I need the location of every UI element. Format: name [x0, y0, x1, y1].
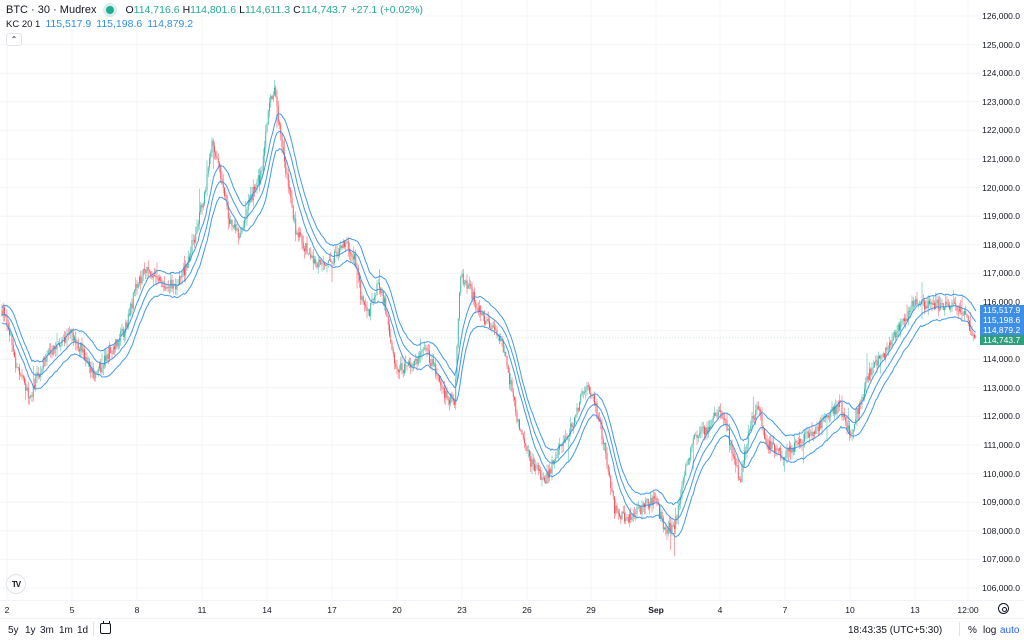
time-axis[interactable]: 2 5 8 11 14 17 20 23 26 29 Sep 4 7 10 13 12:00 [0, 600, 1024, 618]
time-tick: 5 [69, 605, 75, 615]
time-tick: 14 [262, 605, 272, 615]
candles [1, 80, 977, 557]
calendar-goto-icon[interactable] [100, 621, 111, 634]
close-label: C [293, 4, 301, 16]
range-3m-button[interactable]: 3m [40, 625, 54, 636]
price-tick: 107,000.0 [982, 554, 1020, 565]
kc-middle-band [1, 130, 977, 521]
collapse-legend-button[interactable]: ⌃ [6, 33, 22, 46]
timezone-clock[interactable]: 18:43:35 (UTC+5:30) [848, 625, 943, 636]
time-tick: 17 [327, 605, 337, 615]
price-tick: 125,000.0 [982, 39, 1020, 50]
price-tick: 120,000.0 [982, 182, 1020, 193]
price-tick: 117,000.0 [982, 268, 1020, 279]
range-1y-button[interactable]: 1y [25, 625, 36, 636]
middle-price-label: 115,198.6 [980, 315, 1024, 325]
price-tick: 106,000.0 [982, 583, 1020, 593]
high-label: H [182, 4, 191, 16]
time-tick: 10 [845, 605, 855, 615]
price-tick: 126,000.0 [982, 11, 1020, 21]
tradingview-logo[interactable]: TV [6, 574, 26, 594]
low-label: L [239, 4, 245, 16]
last-price-label: 114,743.7 [980, 335, 1024, 345]
price-tick: 118,000.0 [982, 239, 1020, 250]
time-tick: 7 [782, 605, 788, 615]
indicator-row[interactable]: KC 20 1 115,517.9 115,198.6 114,879.2 [6, 17, 423, 31]
time-tick: Sep [648, 605, 664, 615]
range-1d-button[interactable]: 1d [77, 625, 89, 636]
price-tick: 110,000.0 [982, 468, 1020, 479]
range-5y-button[interactable]: 5y [8, 625, 19, 636]
open-label: O [125, 4, 134, 16]
time-tick: 26 [522, 605, 532, 615]
chart-legend: BTC · 30 · Mudrex O 114,716.6 H 114,801.… [6, 3, 423, 46]
time-tick: 2 [4, 605, 10, 615]
price-tick: 122,000.0 [982, 125, 1020, 136]
price-tick: 112,000.0 [982, 411, 1020, 422]
time-tick: 12:00 [957, 605, 979, 615]
log-scale-button[interactable]: log [983, 625, 997, 636]
price-axis[interactable]: 126,000.0 125,000.0 124,000.0 123,000.0 122,… [980, 0, 1024, 600]
time-tick: 29 [586, 605, 596, 615]
range-1m-button[interactable]: 1m [59, 625, 73, 636]
price-tick: 114,000.0 [982, 354, 1020, 365]
bottom-toolbar: 5y 1y 3m 1m 1d 18:43:35 (UTC+5:30) % log… [0, 618, 1024, 640]
kc-upper-band [1, 113, 977, 506]
chevron-up-icon: ⌃ [10, 35, 18, 44]
price-tick: 116,000.0 [982, 297, 1020, 307]
upper-price-label: 115,517.9 [980, 305, 1024, 315]
change-value: +27.1 (+0.02%) [350, 4, 424, 16]
close-value: 114,743.7 [300, 4, 347, 16]
lower-price-label: 114,879.2 [980, 325, 1024, 335]
chart-settings-icon[interactable] [998, 603, 1009, 614]
symbol-title[interactable]: BTC · 30 · Mudrex [6, 4, 97, 16]
indicator-name[interactable]: KC 20 1 [6, 18, 41, 30]
time-tick: 13 [910, 605, 920, 615]
price-tick: 113,000.0 [982, 382, 1020, 393]
price-tick: 111,000.0 [983, 440, 1020, 450]
price-tick: 121,000.0 [982, 154, 1020, 164]
divider [959, 622, 960, 636]
price-tick: 124,000.0 [982, 68, 1020, 79]
market-status-icon [106, 6, 115, 14]
high-value: 114,801.6 [190, 4, 237, 16]
time-tick: 8 [134, 605, 140, 615]
time-tick: 20 [392, 605, 402, 615]
kc-lower-band [1, 148, 977, 538]
auto-scale-button[interactable]: auto [1000, 625, 1020, 636]
open-value: 114,716.6 [133, 4, 180, 16]
chart-plot-area[interactable] [0, 0, 980, 600]
candlestick-chart[interactable] [0, 0, 980, 600]
price-tick: 123,000.0 [982, 96, 1020, 107]
percent-scale-button[interactable]: % [968, 625, 977, 636]
symbol-row: BTC · 30 · Mudrex O 114,716.6 H 114,801.… [6, 3, 423, 17]
time-tick: 11 [197, 605, 207, 615]
kc-middle-value: 115,198.6 [96, 18, 143, 30]
price-tick: 109,000.0 [982, 497, 1020, 508]
price-tick: 108,000.0 [982, 525, 1020, 536]
low-value: 114,611.3 [244, 4, 291, 16]
kc-upper-value: 115,517.9 [45, 18, 92, 30]
kc-lower-value: 114,879.2 [147, 18, 194, 30]
time-tick: 4 [717, 605, 723, 615]
time-tick: 23 [457, 605, 467, 615]
divider [93, 622, 94, 636]
price-tick: 119,000.0 [982, 211, 1020, 222]
